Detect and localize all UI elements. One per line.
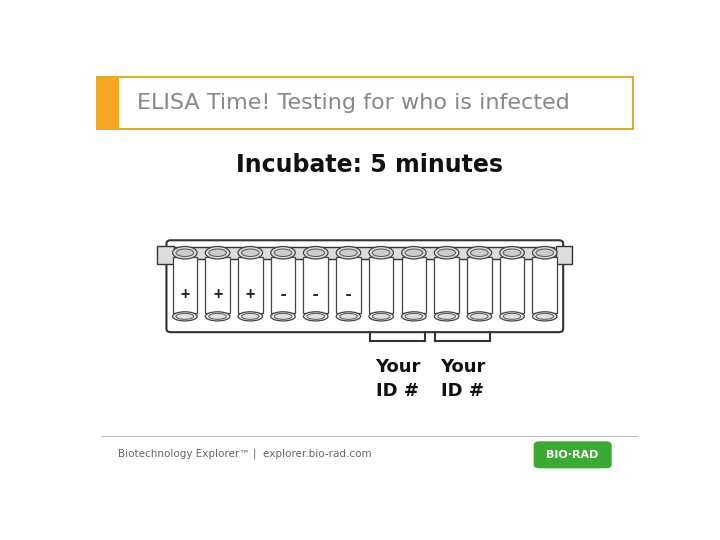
Text: Your
ID #: Your ID #	[441, 358, 486, 400]
Ellipse shape	[340, 249, 357, 256]
Ellipse shape	[405, 249, 423, 256]
FancyBboxPatch shape	[500, 257, 524, 313]
FancyBboxPatch shape	[467, 257, 492, 313]
Ellipse shape	[369, 246, 393, 259]
Ellipse shape	[271, 312, 295, 321]
Text: +: +	[180, 287, 189, 302]
Ellipse shape	[241, 313, 259, 319]
Ellipse shape	[372, 313, 390, 319]
FancyBboxPatch shape	[166, 240, 563, 332]
Ellipse shape	[500, 246, 524, 259]
Ellipse shape	[209, 249, 226, 256]
Ellipse shape	[303, 246, 328, 259]
Text: Biotechnology Explorer™ |  explorer.bio-rad.com: Biotechnology Explorer™ | explorer.bio-r…	[118, 448, 372, 459]
Ellipse shape	[271, 246, 295, 259]
Ellipse shape	[307, 313, 325, 319]
Ellipse shape	[470, 313, 488, 319]
Ellipse shape	[470, 249, 488, 256]
Ellipse shape	[434, 246, 459, 259]
Ellipse shape	[205, 246, 230, 259]
Ellipse shape	[438, 249, 456, 256]
Ellipse shape	[336, 246, 361, 259]
Ellipse shape	[173, 312, 197, 321]
Text: +: +	[213, 287, 222, 302]
Bar	[96, 77, 634, 129]
Ellipse shape	[503, 249, 521, 256]
Ellipse shape	[274, 249, 292, 256]
FancyBboxPatch shape	[434, 257, 459, 313]
Text: ELISA Time! Testing for who is infected: ELISA Time! Testing for who is infected	[138, 93, 570, 113]
Ellipse shape	[503, 313, 521, 319]
Text: Your
ID #: Your ID #	[375, 358, 420, 400]
Ellipse shape	[533, 246, 557, 259]
FancyBboxPatch shape	[369, 257, 393, 313]
Ellipse shape	[405, 313, 423, 319]
Ellipse shape	[173, 246, 197, 259]
FancyBboxPatch shape	[534, 441, 612, 468]
Bar	[96, 77, 119, 129]
Text: +: +	[246, 287, 255, 302]
Text: -: -	[279, 287, 287, 302]
Ellipse shape	[209, 313, 226, 319]
Ellipse shape	[500, 312, 524, 321]
FancyBboxPatch shape	[402, 257, 426, 313]
Ellipse shape	[238, 312, 263, 321]
Ellipse shape	[241, 249, 259, 256]
FancyBboxPatch shape	[303, 257, 328, 313]
Ellipse shape	[467, 312, 492, 321]
Text: -: -	[344, 287, 353, 302]
Ellipse shape	[369, 312, 393, 321]
Ellipse shape	[303, 312, 328, 321]
Ellipse shape	[467, 246, 492, 259]
Text: Incubate: 5 minutes: Incubate: 5 minutes	[235, 153, 503, 177]
Ellipse shape	[336, 312, 361, 321]
Ellipse shape	[402, 246, 426, 259]
Ellipse shape	[402, 312, 426, 321]
FancyBboxPatch shape	[238, 257, 263, 313]
Text: BIO·RAD: BIO·RAD	[546, 450, 599, 460]
FancyBboxPatch shape	[157, 246, 174, 264]
Ellipse shape	[536, 313, 554, 319]
Ellipse shape	[238, 246, 263, 259]
Ellipse shape	[274, 313, 292, 319]
Ellipse shape	[176, 313, 194, 319]
FancyBboxPatch shape	[556, 246, 572, 264]
Ellipse shape	[533, 312, 557, 321]
Text: -: -	[311, 287, 320, 302]
Ellipse shape	[536, 249, 554, 256]
Ellipse shape	[438, 313, 456, 319]
FancyBboxPatch shape	[271, 257, 295, 313]
Ellipse shape	[434, 312, 459, 321]
FancyBboxPatch shape	[533, 257, 557, 313]
Ellipse shape	[307, 249, 325, 256]
Ellipse shape	[176, 249, 194, 256]
FancyBboxPatch shape	[336, 257, 361, 313]
Ellipse shape	[205, 312, 230, 321]
FancyBboxPatch shape	[205, 257, 230, 313]
Ellipse shape	[372, 249, 390, 256]
Ellipse shape	[340, 313, 357, 319]
Bar	[176, 247, 554, 259]
FancyBboxPatch shape	[173, 257, 197, 313]
